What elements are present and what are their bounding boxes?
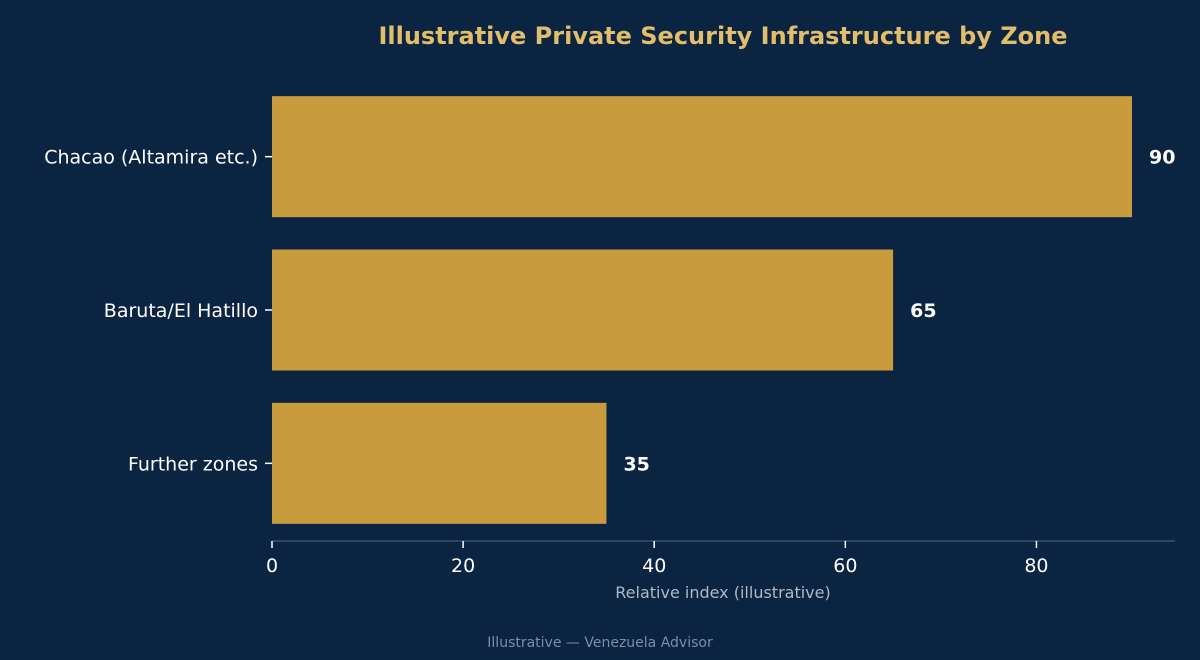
footer-credit: Illustrative — Venezuela Advisor (487, 635, 713, 651)
bars-layer (272, 96, 1132, 524)
category-label-2: Baruta/El Hatillo (104, 300, 258, 322)
x-tick-label-1: 0 (266, 555, 278, 577)
x-tick-label-2: 20 (451, 555, 475, 577)
x-tick-label-5: 80 (1024, 555, 1048, 577)
x-tick-label-3: 40 (642, 555, 666, 577)
bar-2 (272, 249, 894, 371)
chart-title: Illustrative Private Security Infrastruc… (378, 22, 1067, 50)
x-axis-title: Relative index (illustrative) (615, 583, 830, 602)
x-tick-label-4: 60 (833, 555, 857, 577)
bar-1 (272, 96, 1132, 218)
category-label-1: Chacao (Altamira etc.) (44, 147, 258, 169)
bar-3 (272, 402, 607, 524)
value-label-1: 90 (1149, 147, 1175, 169)
value-label-2: 65 (910, 300, 936, 322)
category-label-3: Further zones (128, 453, 258, 475)
x-axis-ticks: 0 20 40 60 80 (266, 541, 1049, 577)
value-labels: 90 65 35 (623, 147, 1175, 476)
category-labels: Chacao (Altamira etc.) Baruta/El Hatillo F… (44, 147, 272, 475)
value-label-3: 35 (623, 453, 649, 475)
